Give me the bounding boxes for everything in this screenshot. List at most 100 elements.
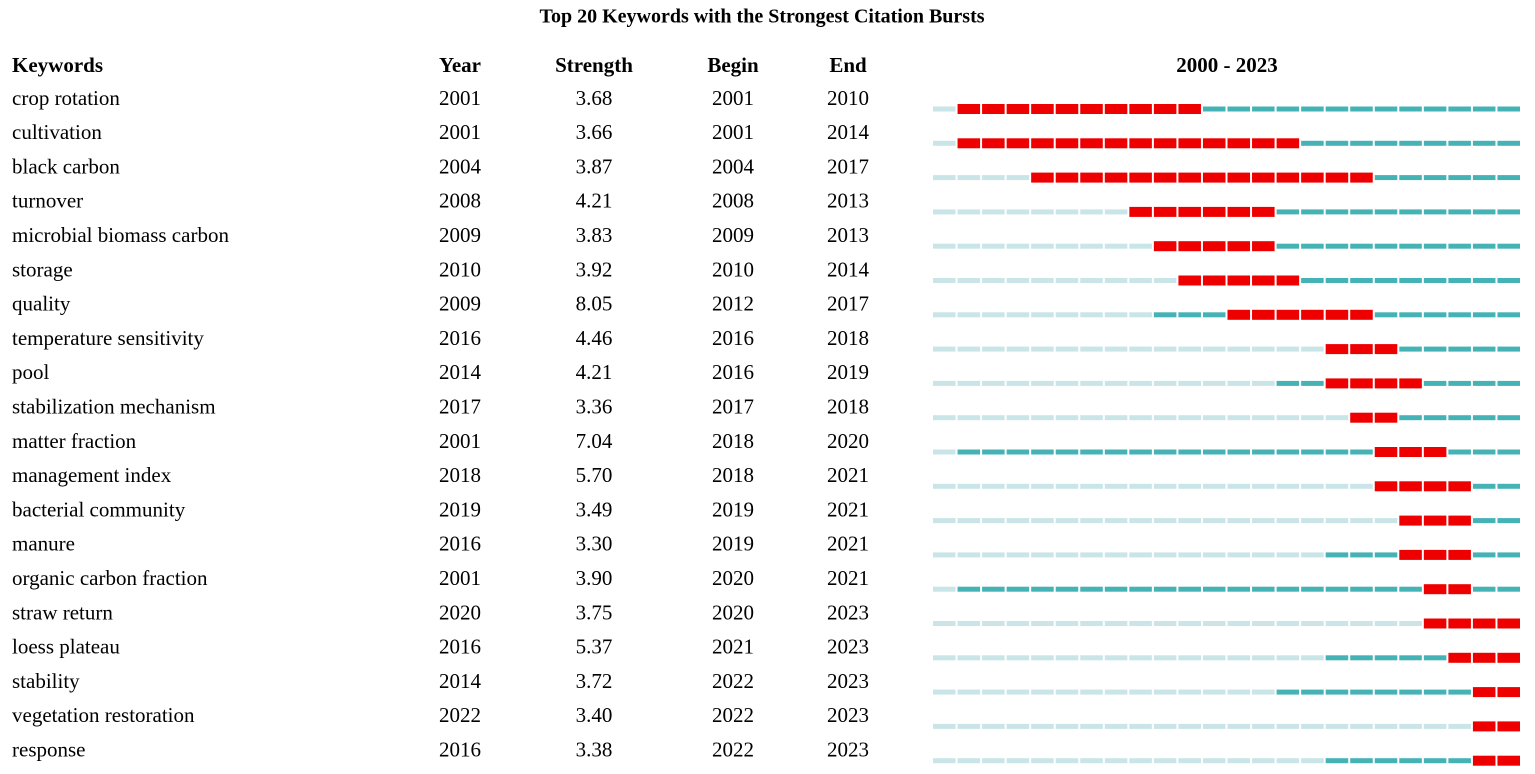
timeline-cell: [1153, 518, 1177, 524]
burst-cell: [1080, 172, 1103, 183]
active-cell: [1497, 552, 1520, 558]
end: 2017: [827, 154, 869, 178]
timeline-cell: [1080, 483, 1103, 489]
burst-cell: [1252, 309, 1275, 320]
active-cell: [1178, 312, 1201, 318]
active-cell: [957, 449, 981, 455]
year: 2001: [439, 566, 481, 590]
active-cell: [1423, 758, 1447, 764]
keyword: pool: [12, 360, 50, 384]
timeline-cell: [1006, 175, 1030, 181]
timeline-cell: [1153, 655, 1177, 661]
timeline-cell: [982, 723, 1005, 729]
header-year: Year: [439, 53, 481, 77]
strength: 5.70: [576, 463, 613, 487]
active-cell: [1497, 209, 1520, 215]
burst-cell: [1202, 206, 1226, 217]
timeline-cell: [957, 689, 981, 695]
header-strength: Strength: [555, 53, 633, 77]
timeline-cell: [1104, 723, 1128, 729]
active-cell: [1252, 106, 1275, 112]
active-cell: [1350, 209, 1373, 215]
burst-cell: [1399, 481, 1422, 492]
timeline-cell: [957, 655, 981, 661]
timeline-cell: [1252, 655, 1275, 661]
timeline-cell: [1129, 278, 1152, 283]
timeline-cell: [957, 209, 981, 215]
timeline-cell: [982, 209, 1005, 215]
burst-cell: [1104, 104, 1128, 114]
active-cell: [1497, 586, 1520, 592]
timeline-cell: [1178, 621, 1201, 626]
end: 2020: [827, 429, 869, 453]
active-cell: [1276, 380, 1300, 386]
timeline-cell: [1055, 621, 1079, 626]
keyword: straw return: [12, 600, 113, 624]
timeline-cell: [1227, 758, 1251, 764]
burst-cell: [1080, 138, 1103, 149]
timeline-cell: [1031, 346, 1054, 352]
timeline-cell: [933, 278, 956, 283]
timeline-cell: [1178, 346, 1201, 352]
active-cell: [1423, 243, 1447, 249]
burst-cell: [1448, 481, 1471, 492]
active-cell: [1472, 346, 1496, 352]
timeline-cell: [982, 415, 1005, 421]
strength: 3.36: [576, 395, 613, 419]
begin: 2008: [712, 189, 754, 213]
timeline-cell: [957, 483, 981, 489]
burst-cell: [1006, 138, 1030, 149]
burst-cell: [1325, 172, 1349, 183]
timeline-cell: [1202, 723, 1226, 729]
timeline-cell: [1202, 655, 1226, 661]
timeline-cell: [1129, 243, 1152, 249]
timeline-cell: [1325, 621, 1349, 626]
timeline-cell: [1301, 552, 1324, 558]
timeline-cell: [1104, 243, 1128, 249]
active-cell: [1448, 209, 1471, 215]
timeline-label: 2000 - 2023: [1176, 53, 1278, 77]
timeline-cell: [1104, 689, 1128, 695]
keyword: organic carbon fraction: [12, 566, 208, 590]
timeline-cell: [1104, 518, 1128, 524]
burst-cell: [1399, 447, 1422, 457]
active-cell: [1497, 140, 1520, 146]
timeline-cell: [1252, 723, 1275, 729]
begin: 2001: [712, 86, 754, 110]
active-cell: [1350, 106, 1373, 112]
active-cell: [1178, 586, 1201, 592]
burst-cell: [1423, 584, 1447, 595]
burst-cell: [1497, 687, 1520, 698]
active-cell: [1423, 689, 1447, 695]
year: 2016: [439, 532, 481, 556]
burst-cell: [1350, 412, 1373, 423]
timeline-cell: [1301, 346, 1324, 352]
burst-cell: [982, 104, 1005, 114]
timeline-cell: [1006, 758, 1030, 764]
year: 2016: [439, 326, 481, 350]
keyword: matter fraction: [12, 429, 137, 453]
timeline-cell: [1178, 723, 1201, 729]
active-cell: [1472, 415, 1496, 421]
keyword: manure: [12, 532, 75, 556]
timeline-cell: [1006, 312, 1030, 318]
timeline-cell: [1153, 689, 1177, 695]
timeline-cell: [1129, 346, 1152, 352]
active-cell: [1325, 449, 1349, 455]
timeline-cell: [1080, 552, 1103, 558]
active-cell: [1472, 518, 1496, 524]
burst-cell: [1301, 309, 1324, 320]
year: 2016: [439, 635, 481, 659]
timeline-cell: [1031, 312, 1054, 318]
burst-cell: [1055, 138, 1079, 149]
timeline-cell: [1080, 312, 1103, 318]
timeline-cell: [1104, 415, 1128, 421]
timeline-cell: [1301, 518, 1324, 524]
header-begin: Begin: [707, 53, 759, 77]
burst-cell: [1227, 172, 1251, 183]
year: 2019: [439, 497, 481, 521]
active-cell: [1399, 106, 1422, 112]
timeline-cell: [1276, 621, 1300, 626]
burst-cell: [1472, 652, 1496, 663]
